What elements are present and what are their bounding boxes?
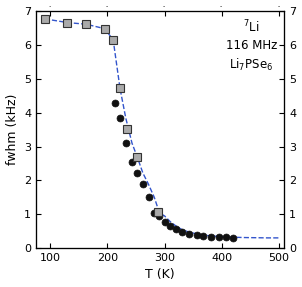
X-axis label: T (K): T (K) <box>146 268 175 282</box>
Text: $^7$Li
116 MHz
Li$_7$PSe$_6$: $^7$Li 116 MHz Li$_7$PSe$_6$ <box>226 19 277 73</box>
Y-axis label: fwhm (kHz): fwhm (kHz) <box>5 94 18 165</box>
